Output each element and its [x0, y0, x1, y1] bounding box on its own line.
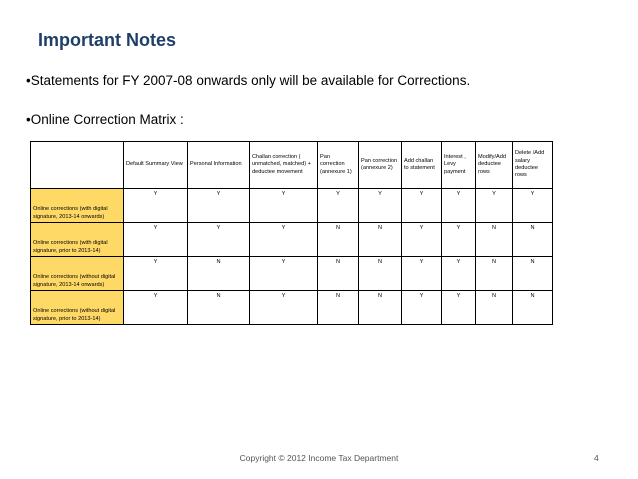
matrix-cell: Y [441, 222, 476, 257]
column-header: Pan correction (annexure 1) [317, 141, 359, 189]
bullet-statements-fy: •Statements for FY 2007-08 onwards only … [26, 73, 471, 88]
matrix-cell: Y [123, 290, 188, 325]
matrix-header-row: Default Summary View Personal Informatio… [30, 141, 553, 189]
matrix-cell: N [187, 256, 250, 291]
matrix-cell: N [512, 256, 553, 291]
column-header: Add challan to statement [401, 141, 442, 189]
row-header: Online corrections (without digital sign… [30, 256, 124, 291]
matrix-cell: N [317, 222, 359, 257]
column-header: Default Summary View [123, 141, 188, 189]
matrix-cell: N [475, 222, 513, 257]
matrix-cell: Y [401, 290, 442, 325]
matrix-cell: Y [187, 188, 250, 223]
matrix-cell: Y [187, 222, 250, 257]
matrix-cell: N [358, 256, 402, 291]
matrix-cell: Y [475, 188, 513, 223]
table-row: Online corrections (with digital signatu… [30, 222, 553, 257]
column-header: Interest , Levy payment [441, 141, 476, 189]
row-header: Online corrections (without digital sign… [30, 290, 124, 325]
matrix-cell: Y [249, 256, 318, 291]
matrix-cell: Y [123, 256, 188, 291]
slide-title: Important Notes [38, 30, 177, 50]
column-header: Personal Information [187, 141, 250, 189]
matrix-cell: N [358, 290, 402, 325]
column-header: Pan correction (annexure 2) [358, 141, 402, 189]
table-row: Online corrections (with digital signatu… [30, 188, 553, 223]
matrix-cell: N [317, 256, 359, 291]
matrix-cell: Y [123, 188, 188, 223]
online-correction-matrix: Default Summary View Personal Informatio… [30, 141, 553, 325]
table-row: Online corrections (without digital sign… [30, 290, 553, 325]
column-header: Modify/Add deductee rows [475, 141, 513, 189]
matrix-cell: N [512, 290, 553, 325]
column-header: Challan correction ( unmatched, matched)… [249, 141, 318, 189]
row-header: Online corrections (with digital signatu… [30, 222, 124, 257]
matrix-cell: Y [401, 188, 442, 223]
matrix-cell: N [512, 222, 553, 257]
matrix-cell: Y [401, 256, 442, 291]
matrix-cell: N [475, 290, 513, 325]
matrix-cell: Y [123, 222, 188, 257]
matrix-cell: Y [249, 222, 318, 257]
bullet-correction-matrix: •Online Correction Matrix : [26, 112, 184, 127]
matrix-cell: Y [441, 256, 476, 291]
matrix-cell: Y [441, 188, 476, 223]
matrix-cell: Y [358, 188, 402, 223]
matrix-cell: N [187, 290, 250, 325]
matrix-cell: N [358, 222, 402, 257]
matrix-cell: Y [512, 188, 553, 223]
matrix-cell: N [317, 290, 359, 325]
matrix-cell: Y [249, 290, 318, 325]
matrix-cell: Y [317, 188, 359, 223]
matrix-cell: Y [249, 188, 318, 223]
matrix-cell: Y [441, 290, 476, 325]
row-header: Online corrections (with digital signatu… [30, 188, 124, 223]
matrix-cell: N [475, 256, 513, 291]
matrix-corner-cell [30, 141, 124, 189]
table-row: Online corrections (without digital sign… [30, 256, 553, 291]
matrix-cell: Y [401, 222, 442, 257]
copyright-footer: Copyright © 2012 Income Tax Department [239, 453, 399, 463]
page-number: 4 [594, 453, 599, 463]
column-header: Delete /Add salary deductee rows [512, 141, 553, 189]
